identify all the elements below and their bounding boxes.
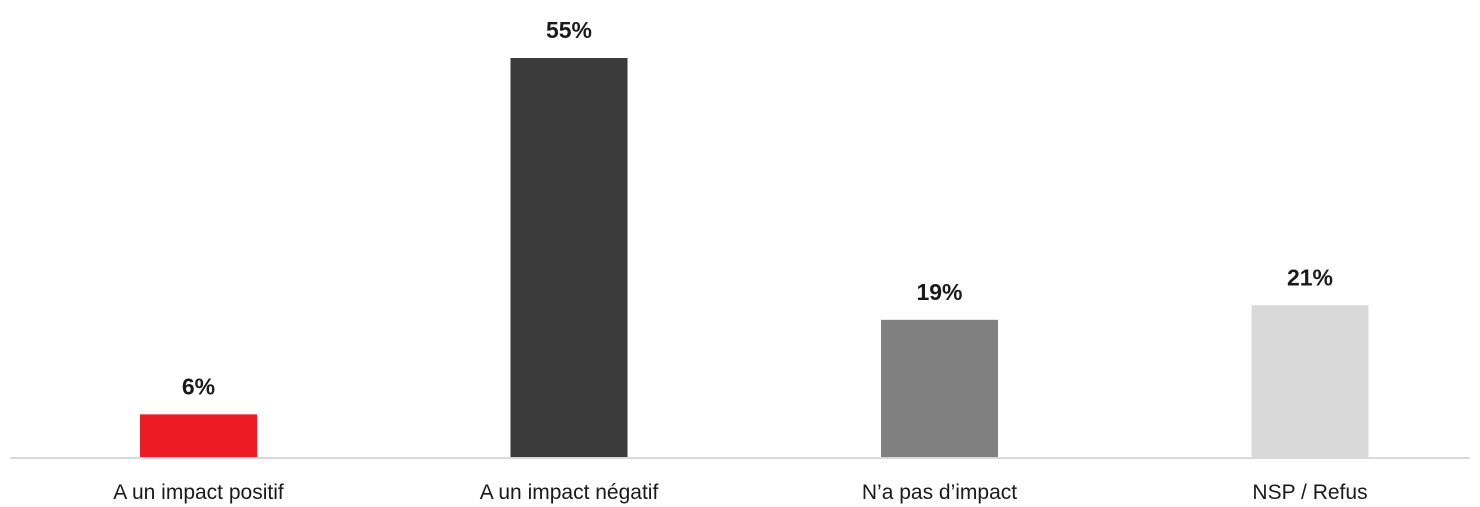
data-label-1: 6%: [182, 373, 215, 399]
category-labels-group: A un impact positif A un impact négatif N’…: [113, 481, 1367, 504]
category-label-2: A un impact négatif: [480, 481, 659, 504]
data-label-4: 21%: [1287, 264, 1333, 290]
data-label-2: 55%: [546, 17, 592, 43]
category-label-1: A un impact positif: [113, 481, 284, 504]
data-label-3: 19%: [916, 279, 962, 305]
bar-1: [140, 414, 257, 458]
category-label-4: NSP / Refus: [1252, 481, 1367, 504]
bar-4: [1251, 305, 1369, 458]
category-label-3: N’a pas d’impact: [862, 481, 1017, 504]
bar-2: [510, 58, 628, 458]
bar-3: [881, 319, 998, 458]
value-labels-group: 6% 55% 19% 21%: [182, 17, 1333, 399]
bars-group: [140, 58, 1369, 458]
